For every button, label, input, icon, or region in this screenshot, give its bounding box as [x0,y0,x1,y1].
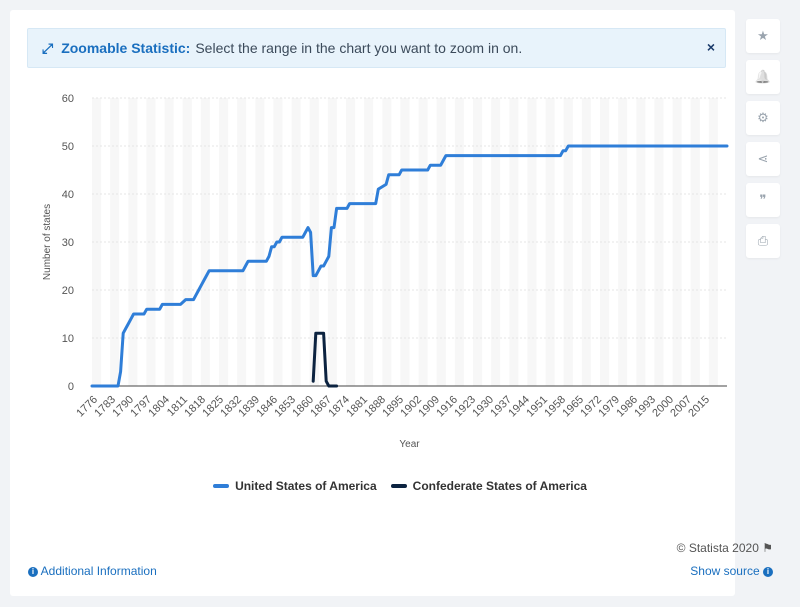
legend-swatch-usa [213,484,230,488]
banner-text: Select the range in the chart you want t… [195,40,523,56]
y-tick-label: 10 [62,333,74,345]
plot-band [418,98,428,386]
plot-band [454,98,464,386]
plot-band [110,98,120,386]
series-line-usa[interactable] [90,144,729,388]
plot-band [382,98,392,386]
zoom-banner: ⤢ Zoomable Statistic: Select the range i… [27,28,726,68]
y-tick-label: 50 [62,141,74,153]
star-icon: ★ [757,28,769,43]
x-tick-label: 2015 [686,394,712,420]
gear-icon: ⚙ [757,110,769,125]
series-line-csa[interactable] [311,331,339,388]
plot-band [219,98,229,386]
settings-button[interactable]: ⚙ [746,101,780,135]
legend-label-csa: Confederate States of America [412,479,587,493]
plot-band [581,98,591,386]
legend-item-csa[interactable]: Confederate States of America [390,479,587,493]
info-icon: i [28,566,38,577]
legend-swatch-csa [390,484,407,488]
print-icon: ⎙ [757,233,769,248]
plot-band [690,98,700,386]
y-axis-title: Number of states [42,204,53,280]
y-tick-label: 40 [62,189,74,201]
share-icon: ⋖ [757,151,769,166]
plot-band [545,98,555,386]
plot-band [527,98,537,386]
info-icon: i [763,566,773,577]
banner-label: Zoomable Statistic: [61,40,191,56]
plot-band [491,98,501,386]
plot-band [255,98,265,386]
chart-legend: United States of America Confederate Sta… [0,479,800,493]
y-tick-label: 60 [62,93,74,105]
y-tick-label: 30 [62,237,74,249]
statista-credit: © Statista 2020 ⚑ [677,541,773,555]
show-source-link[interactable]: Show source i [690,564,773,578]
plot-band [654,98,664,386]
x-axis-title: Year [399,439,420,450]
y-tick-label: 20 [62,285,74,297]
share-button[interactable]: ⋖ [746,142,780,176]
sidebar: ★ 🔔 ⚙ ⋖ ❞ ⎙ [746,19,780,265]
legend-item-usa[interactable]: United States of America [213,479,377,493]
y-tick-label: 0 [68,381,74,393]
plot-band [182,98,192,386]
bell-icon: 🔔 [754,69,772,84]
quote-icon: ❞ [759,192,767,207]
plot-band [618,98,628,386]
plot-band [309,98,319,386]
additional-information-link[interactable]: i Additional Information [28,564,157,578]
flag-icon: ⚑ [762,541,773,555]
expand-icon: ⤢ [42,39,54,56]
show-source-label: Show source [690,564,760,578]
print-button[interactable]: ⎙ [746,224,780,258]
notification-button[interactable]: 🔔 [746,60,780,94]
cite-button[interactable]: ❞ [746,183,780,217]
legend-label-usa: United States of America [235,479,377,493]
plot-band [146,98,156,386]
plot-band [346,98,356,386]
favorite-button[interactable]: ★ [746,19,780,53]
close-banner-button[interactable]: × [706,39,715,55]
credit-text: © Statista 2020 [676,541,759,555]
additional-info-label: Additional Information [40,564,157,578]
